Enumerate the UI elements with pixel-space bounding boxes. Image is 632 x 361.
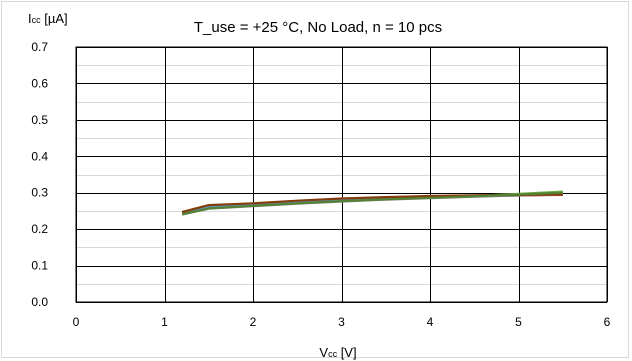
x-axis-label: Vcc [V] <box>319 345 356 360</box>
y-tick-label: 0.6 <box>31 76 48 90</box>
chart-title: T_use = +25 °C, No Load, n = 10 pcs <box>194 19 442 36</box>
y-tick-label: 0.1 <box>31 259 48 273</box>
y-tick-label: 0.2 <box>31 222 48 236</box>
y-axis-label-main: I <box>28 11 32 26</box>
x-axis-label-sub: cc <box>328 349 338 359</box>
y-axis-label-unit: [µA] <box>41 11 68 26</box>
y-tick-label: 0.0 <box>31 295 48 309</box>
x-tick-label: 1 <box>161 315 168 329</box>
x-tick-label: 6 <box>604 315 611 329</box>
x-axis-label-main: V <box>319 345 328 360</box>
x-tick-label: 5 <box>515 315 522 329</box>
series-group <box>181 190 563 216</box>
y-tick-label: 0.4 <box>31 149 48 163</box>
y-tick-label: 0.5 <box>31 113 48 127</box>
y-tick-label: 0.7 <box>31 40 48 54</box>
tick-labels: 0.0 0.1 0.2 0.3 0.4 0.5 0.6 0.7 0 1 2 3 4 5 6 <box>31 40 610 329</box>
y-tick-label: 0.3 <box>31 186 48 200</box>
plot-area-border <box>75 46 608 303</box>
x-tick-label: 2 <box>250 315 257 329</box>
y-axis-label-sub: cc <box>32 15 42 25</box>
x-tick-label: 4 <box>427 315 434 329</box>
x-axis-label-unit: [V] <box>337 345 357 360</box>
series-line-10 <box>181 191 563 216</box>
series-line-9 <box>181 193 563 214</box>
x-tick-label: 0 <box>73 315 80 329</box>
grid <box>76 47 608 303</box>
x-tick-label: 3 <box>338 315 345 329</box>
y-axis-label: Icc [µA] <box>28 11 68 26</box>
